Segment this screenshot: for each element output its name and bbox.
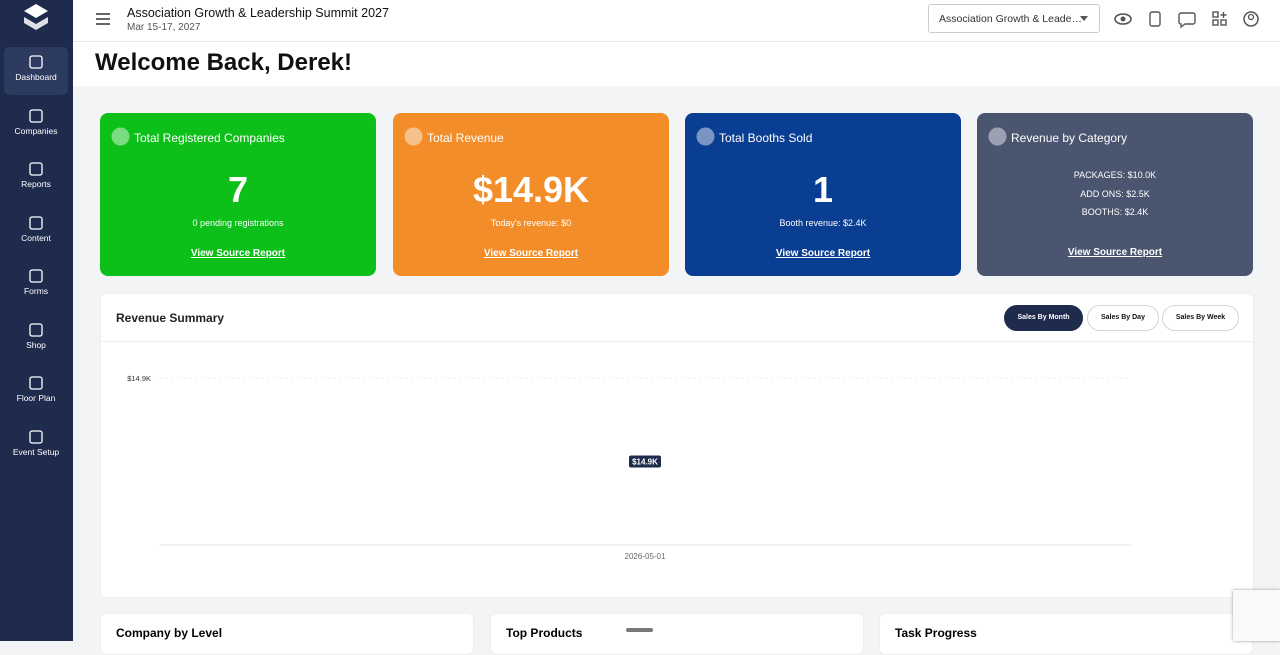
panel-title: Top Products <box>506 626 583 640</box>
card-link[interactable]: View Source Report <box>483 248 579 259</box>
nav-item[interactable]: Companies <box>4 101 68 149</box>
filter-button[interactable]: Sales By Month <box>1004 305 1083 331</box>
nav-item[interactable]: Forms <box>4 261 68 309</box>
card-value: 1 <box>812 169 834 210</box>
welcome-bar: Welcome Back, Derek! <box>73 42 1280 86</box>
card-link[interactable]: View Source Report <box>190 248 286 259</box>
nav-label: Companies <box>14 125 58 136</box>
event-title: Association Growth & Leadership Summit 2… <box>127 6 389 20</box>
card-title: Total Registered Companies <box>134 131 285 145</box>
card-line: ADD ONS: $2.5K <box>1080 188 1150 199</box>
nav-item[interactable]: Event Setup <box>4 422 68 470</box>
nav-label: Reports <box>21 179 51 189</box>
card-title: Revenue by Category <box>1011 131 1128 145</box>
card-line: PACKAGES: $10.0K <box>1073 170 1157 180</box>
welcome-text: Welcome Back, Derek! <box>95 49 353 76</box>
card-value: 7 <box>227 169 249 210</box>
x-tick-label: 2026-05-01 <box>625 552 666 561</box>
nav-label: Content <box>21 232 51 243</box>
panel: Company by Level <box>100 613 474 655</box>
stat-card: Total Registered Companies 7 0 pending reg… <box>100 113 376 276</box>
event-select[interactable]: Association Growth & Leade… <box>928 4 1100 33</box>
event-dates: Mar 15-17, 2027 <box>127 22 201 33</box>
top-bar: Association Growth & Leadership Summit 2… <box>73 0 1280 42</box>
card-line: BOOTHS: $2.4K <box>1081 207 1149 217</box>
menu-button[interactable] <box>96 13 110 25</box>
card-title: Total Booths Sold <box>719 131 813 145</box>
nav-label: Forms <box>23 286 49 296</box>
filter-button[interactable]: Sales By Week <box>1162 305 1239 331</box>
card-title: Total Revenue <box>427 131 504 145</box>
card-link[interactable]: View Source Report <box>1067 247 1163 258</box>
logo <box>24 4 48 30</box>
y-tick-label: $14.9K <box>127 374 151 383</box>
filter-button[interactable]: Sales By Day <box>1087 305 1159 331</box>
revenue-panel: Revenue Summary Sales By Month Sales By D… <box>100 293 1254 598</box>
card-note: Booth revenue: $2.4K <box>779 218 867 228</box>
data-label-bg <box>629 455 661 468</box>
nav-item[interactable]: Content <box>4 208 68 256</box>
stat-card: Revenue by Category PACKAGES: $10.0K ADD O… <box>977 113 1253 276</box>
card-note: 0 pending registrations <box>192 218 284 228</box>
stat-card: Total Booths Sold 1 Booth revenue: $2.4K Vi… <box>685 113 961 276</box>
nav-item[interactable]: Reports <box>4 154 68 202</box>
card-value: $14.9K <box>472 169 590 210</box>
sidebar: Dashboard Companies Reports Content Forms Sho… <box>0 0 73 641</box>
card-note: Today's revenue: $0 <box>490 218 572 228</box>
nav-label: Dashboard <box>15 72 57 82</box>
toolbar-icons[interactable] <box>1114 11 1280 29</box>
panel-title: Company by Level <box>116 626 223 640</box>
nav-item[interactable]: Shop <box>4 315 68 363</box>
event-select-text: Association Growth & Leade… <box>939 13 1082 25</box>
nav-label: Floor Plan <box>16 393 56 403</box>
panel: Task Progress <box>879 613 1253 655</box>
panel-title: Task Progress <box>895 626 977 640</box>
panel-title: Revenue Summary <box>116 311 225 325</box>
recaptcha-badge <box>1233 590 1280 641</box>
data-label: $14.9K <box>632 458 658 467</box>
panel: Top Products <box>490 613 864 655</box>
revenue-chart: $14.9K 2026-05-01 $14.9K <box>127 374 1131 561</box>
nav-label: Shop <box>26 339 46 350</box>
stat-card: Total Revenue $14.9K Today's revenue: $0 Vi… <box>393 113 669 276</box>
nav-item[interactable]: Floor Plan <box>4 368 68 416</box>
nav-item[interactable]: Dashboard <box>4 47 68 95</box>
card-link[interactable]: View Source Report <box>775 248 871 259</box>
nav-label: Event Setup <box>12 446 60 457</box>
